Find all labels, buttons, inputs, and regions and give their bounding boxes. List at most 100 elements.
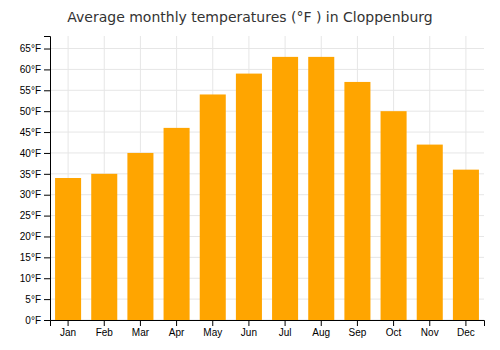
bar (417, 145, 443, 320)
x-tick-label: Feb (96, 327, 114, 338)
x-tick-label: Jan (60, 327, 76, 338)
y-tick: 55°F (20, 85, 50, 96)
y-tick-mark (44, 195, 50, 196)
x-tick-mark (176, 320, 177, 326)
y-tick: 35°F (20, 169, 50, 180)
x-tick-mark (285, 320, 286, 326)
x-tick-mark (104, 320, 105, 326)
x-tick: Jan (60, 320, 76, 338)
y-tick-mark (44, 174, 50, 175)
y-tick-mark (44, 49, 50, 50)
x-tick-mark (212, 320, 213, 326)
y-tick: 5°F (25, 294, 50, 305)
x-axis: Jan Feb Mar Apr May Jun Jul Aug Sep Oct Nov Dec (51, 320, 485, 338)
y-tick-mark (44, 90, 50, 91)
y-tick: 0°F (25, 315, 50, 326)
y-tick-mark (44, 111, 50, 112)
x-tick: Sep (349, 320, 367, 338)
y-tick-label: 55°F (20, 85, 41, 96)
y-tick-mark (44, 236, 50, 237)
y-tick-label: 10°F (20, 273, 41, 284)
x-tick: Apr (169, 320, 185, 338)
y-tick-label: 20°F (20, 231, 41, 242)
bar (127, 153, 153, 320)
bar (453, 170, 479, 320)
y-tick: 40°F (20, 148, 50, 159)
x-tick-label: May (203, 327, 222, 338)
grid-line-y (50, 132, 484, 133)
y-tick: 60°F (20, 64, 50, 75)
title: Average monthly temperatures (°F ) in Cl… (67, 9, 432, 25)
bar (381, 111, 407, 320)
x-tick-label: Jun (241, 327, 257, 338)
x-tick-label: Oct (386, 327, 402, 338)
x-tick-mark (321, 320, 322, 326)
x-tick-label: Aug (312, 327, 330, 338)
x-tick-mark (248, 320, 249, 326)
x-axis-line (51, 321, 485, 327)
y-tick-label: 5°F (25, 294, 41, 305)
y-tick-label: 0°F (25, 315, 41, 326)
bar (308, 57, 334, 320)
y-tick: 20°F (20, 231, 50, 242)
y-tick-label: 25°F (20, 210, 41, 221)
y-tick-mark (44, 299, 50, 300)
x-tick-mark (393, 320, 394, 326)
x-tick-mark (429, 320, 430, 326)
y-tick-mark (44, 216, 50, 217)
y-tick: 30°F (20, 189, 50, 200)
x-tick-label: Jul (279, 327, 292, 338)
y-tick-label: 35°F (20, 169, 41, 180)
x-tick: Jul (279, 320, 292, 338)
bar (164, 128, 190, 320)
chart: 0°F 5°F 10°F 15°F 20°F 25°F 30°F 35°F 40°F 45°F 50… (0, 0, 500, 350)
y-tick: 65°F (20, 43, 50, 54)
y-tick-label: 30°F (20, 189, 41, 200)
x-tick: Oct (386, 320, 402, 338)
x-tick-label: Nov (421, 327, 439, 338)
x-tick-mark (357, 320, 358, 326)
bar (55, 178, 81, 320)
x-tick-label: Dec (457, 327, 475, 338)
x-tick: Nov (421, 320, 439, 338)
y-tick-mark (44, 257, 50, 258)
y-tick-label: 50°F (20, 106, 41, 117)
y-tick-label: 60°F (20, 64, 41, 75)
y-tick: 50°F (20, 106, 50, 117)
plot-area: 0°F 5°F 10°F 15°F 20°F 25°F 30°F 35°F 40°F 45°F 50… (20, 36, 485, 338)
y-tick-mark (44, 69, 50, 70)
y-tick-label: 15°F (20, 252, 41, 263)
y-tick: 15°F (20, 252, 50, 263)
grid-line-y (50, 90, 484, 91)
y-tick-label: 40°F (20, 148, 41, 159)
bar (200, 94, 226, 320)
x-tick-label: Sep (349, 327, 367, 338)
x-tick: Dec (457, 320, 475, 338)
grid-line-y (50, 111, 484, 112)
x-tick: Feb (96, 320, 114, 338)
grid (50, 36, 484, 320)
bars (55, 57, 479, 320)
x-tick-label: Mar (132, 327, 150, 338)
y-tick: 25°F (20, 210, 50, 221)
y-axis: 0°F 5°F 10°F 15°F 20°F 25°F 30°F 35°F 40°F 45°F 50… (20, 37, 51, 326)
x-tick-mark (140, 320, 141, 326)
y-tick-mark (44, 320, 50, 321)
y-tick-mark (44, 278, 50, 279)
x-tick-mark (68, 320, 69, 326)
x-tick-mark (465, 320, 466, 326)
y-tick: 45°F (20, 127, 50, 138)
bar (344, 82, 370, 320)
grid-line-y (50, 48, 484, 49)
x-tick: Aug (312, 320, 330, 338)
x-tick: May (203, 320, 222, 338)
y-tick-label: 65°F (20, 43, 41, 54)
y-tick-mark (44, 132, 50, 133)
x-tick-label: Apr (169, 327, 185, 338)
bar (236, 74, 262, 320)
y-tick-label: 45°F (20, 127, 41, 138)
y-tick: 10°F (20, 273, 50, 284)
y-axis-line (44, 37, 51, 321)
x-tick: Mar (132, 320, 150, 338)
y-tick-mark (44, 153, 50, 154)
